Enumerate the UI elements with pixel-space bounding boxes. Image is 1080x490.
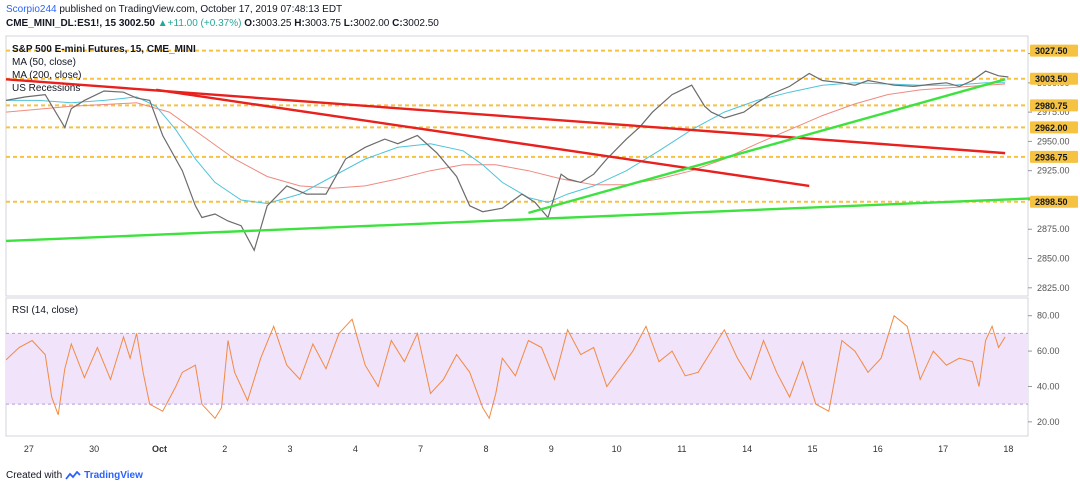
publish-line: Scorpio244 published on TradingView.com,… [6,4,342,15]
time-axis-label: 30 [89,444,99,454]
time-axis-label: 18 [1003,444,1013,454]
price-pane [5,35,1029,297]
high-label: H: [294,18,305,29]
published-text: published on TradingView.com, October 17… [59,4,343,15]
trendline-green-2 [528,78,1006,215]
level-label: 2898.50 [1035,197,1068,207]
time-axis-label: 15 [807,444,817,454]
low-label: L: [343,18,354,29]
legend-ma50: MA (50, close) [12,57,76,68]
tradingview-brand[interactable]: TradingView [84,470,143,481]
time-axis-label: 9 [549,444,554,454]
price-axis-label: 2850.00 [1037,254,1070,264]
level-label-box [1030,72,1078,85]
author-link[interactable]: Scorpio244 [6,4,57,15]
price-axis-label: 2875.00 [1037,224,1070,234]
level-label-box [1030,195,1078,208]
close-value: 3002.50 [402,18,439,29]
rsi-band [6,333,1028,405]
open-value: 3003.25 [255,18,292,29]
time-axis-label: 16 [873,444,883,454]
symbol-name: CME_MINI_DL:ES1!, 15 [6,18,117,29]
last-price: 3002.50 [118,18,155,29]
level-label: 3027.50 [1035,46,1068,56]
time-axis-label: 4 [353,444,358,454]
legend-us-recessions: US Recessions [12,83,81,94]
price-chart-title: S&P 500 E-mini Futures, 15, CME_MINI [12,44,196,55]
price-axis-label: 2950.00 [1037,136,1070,146]
trendline-green-3 [5,196,1051,243]
time-axis-label: Oct [152,444,167,454]
level-label-box [1030,150,1078,163]
legend-ma200: MA (200, close) [12,70,82,81]
price-axis-label: 2925.00 [1037,166,1070,176]
tradingview-logo-icon [65,470,81,480]
price-line [5,70,1009,252]
level-label-box [1030,121,1078,134]
time-axis-label: 2 [222,444,227,454]
open-label: O: [244,18,256,29]
level-label: 2936.75 [1035,152,1068,162]
time-axis-label: 10 [612,444,622,454]
time-axis-label: 3 [288,444,293,454]
rsi-axis-label: 60.00 [1037,346,1060,356]
time-axis-label: 8 [483,444,488,454]
time-axis-label: 14 [742,444,752,454]
time-axis-label: 27 [24,444,34,454]
ma50-line [6,82,1006,205]
up-arrow-icon: ▲ [157,18,168,29]
close-label: C: [392,18,403,29]
level-label-box [1030,44,1078,57]
level-label: 2962.00 [1035,123,1068,133]
rsi-axis-label: 20.00 [1037,417,1060,427]
price-change: +11.00 (+0.37%) [167,18,242,29]
level-label-box [1030,99,1078,112]
price-axis-label: 2825.00 [1037,283,1070,293]
ma200-line [5,83,1006,189]
time-axis-label: 17 [938,444,948,454]
level-label: 3003.50 [1035,74,1068,84]
rsi-axis-label: 80.00 [1037,311,1060,321]
rsi-axis-label: 40.00 [1037,381,1060,391]
high-value: 3003.75 [304,18,341,29]
footer: Created with TradingView [6,470,143,481]
time-axis-label: 11 [677,444,686,454]
trendline-red-1 [156,88,810,188]
ohlc-line: CME_MINI_DL:ES1!, 15 3002.50 ▲+11.00 (+0… [6,18,439,29]
low-value: 3002.00 [353,18,390,29]
time-axis-label: 7 [418,444,423,454]
rsi-line [5,314,1006,420]
level-label: 2980.75 [1035,101,1068,111]
price-axis-label: 2975.00 [1037,107,1070,117]
rsi-title: RSI (14, close) [12,305,79,316]
created-with-text: Created with [6,470,63,481]
